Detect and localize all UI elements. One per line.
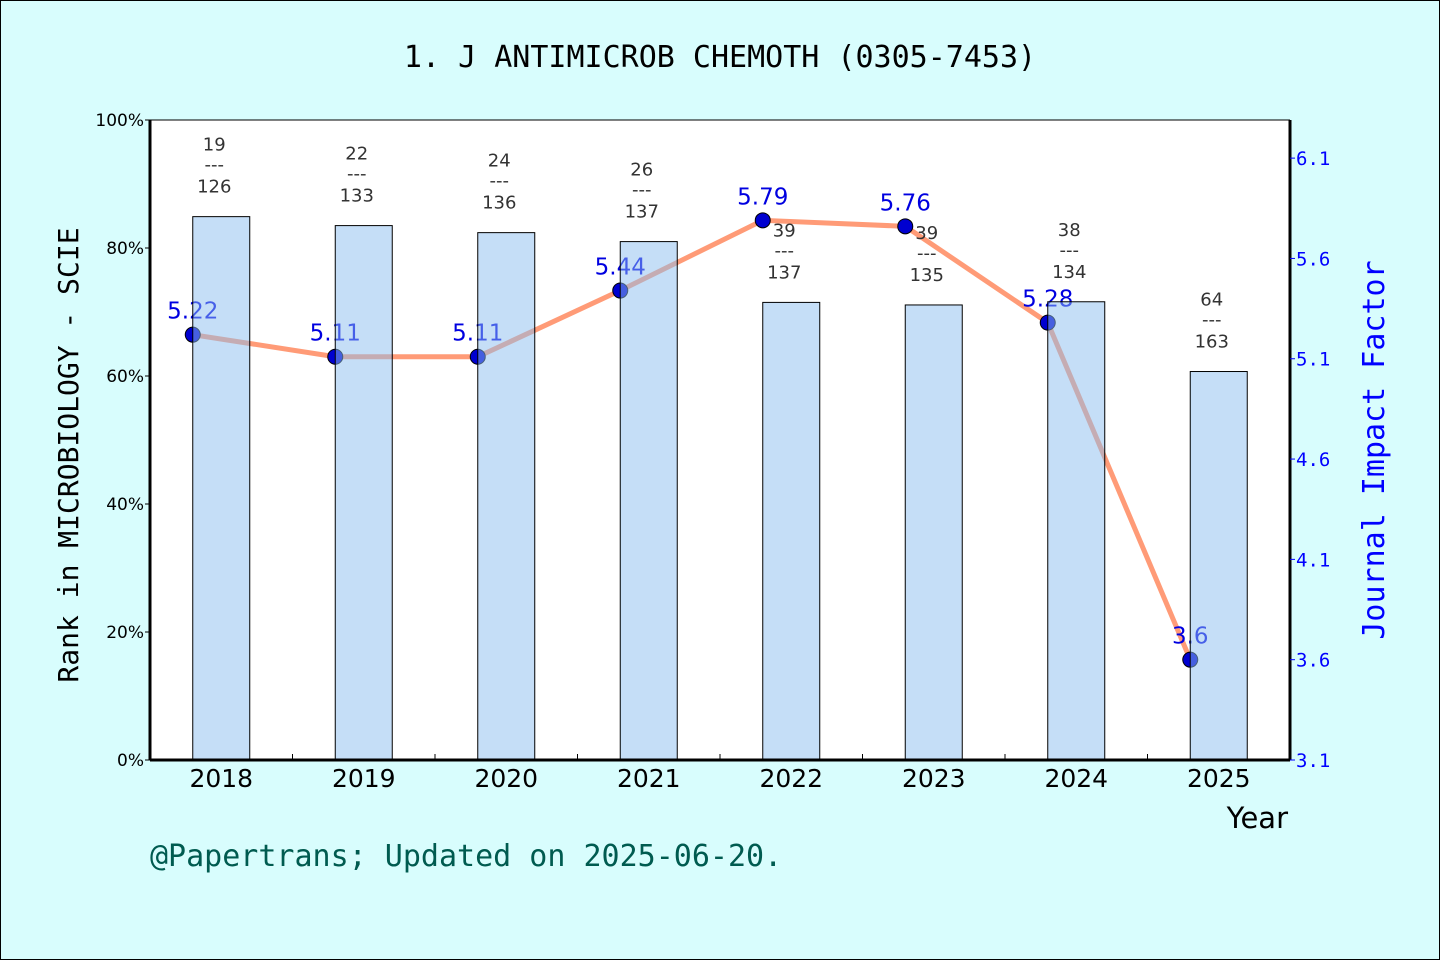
total-label: 126 — [197, 177, 231, 198]
right-tick-label: 4.1 — [1296, 549, 1330, 571]
bar-2018 — [192, 216, 251, 761]
left-axis-label: Rank in MICROBIOLOGY - SCIE — [52, 227, 85, 682]
left-tick-label: 60% — [106, 367, 144, 387]
rank-label: 39 — [915, 223, 938, 244]
chart-title: 1. J ANTIMICROB CHEMOTH (0305-7453) — [404, 40, 1036, 75]
rank-separator: --- — [1060, 240, 1080, 261]
if-label: 5.79 — [737, 184, 788, 210]
right-tick-label: 6.1 — [1296, 148, 1330, 170]
left-tick-label: 20% — [106, 623, 144, 643]
total-label: 133 — [340, 186, 374, 207]
x-tick-label: 2023 — [902, 764, 966, 793]
total-label: 163 — [1195, 332, 1229, 353]
total-label: 137 — [625, 202, 659, 223]
plot-area — [150, 120, 1290, 760]
rank-separator: --- — [490, 171, 510, 192]
right-tick-label: 3.6 — [1296, 650, 1330, 672]
total-label: 137 — [767, 262, 801, 283]
if-marker — [897, 218, 914, 235]
x-tick-label: 2018 — [189, 764, 253, 793]
bar-2022 — [762, 301, 821, 761]
if-marker — [754, 212, 771, 229]
rank-separator: --- — [205, 155, 225, 176]
right-axis-label: Journal Impact Factor — [1357, 260, 1392, 639]
rank-separator: --- — [775, 240, 795, 261]
bar-2021 — [619, 241, 678, 761]
rank-label: 26 — [630, 160, 653, 181]
x-tick-label: 2025 — [1187, 764, 1251, 793]
bar-2023 — [904, 304, 963, 761]
rank-label: 38 — [1058, 220, 1081, 241]
total-label: 135 — [910, 265, 944, 286]
x-tick-label: 2022 — [759, 764, 823, 793]
x-tick-label: 2024 — [1044, 764, 1108, 793]
x-axis-label: Year — [1226, 801, 1288, 835]
rank-label: 64 — [1200, 290, 1223, 311]
total-label: 134 — [1052, 262, 1086, 283]
left-tick-label: 40% — [106, 495, 144, 515]
rank-label: 19 — [203, 135, 226, 156]
rank-label: 24 — [488, 151, 511, 172]
right-tick-label: 5.1 — [1296, 349, 1330, 371]
x-tick-label: 2019 — [332, 764, 396, 793]
rank-label: 22 — [345, 144, 368, 165]
total-label: 136 — [482, 193, 516, 214]
left-tick-label: 80% — [106, 239, 144, 259]
bar-2025 — [1189, 371, 1248, 761]
rank-separator: --- — [347, 164, 367, 185]
bar-2019 — [334, 225, 393, 761]
footer-credit: @Papertrans; Updated on 2025-06-20. — [150, 839, 782, 874]
x-tick-label: 2020 — [474, 764, 538, 793]
bar-2020 — [477, 232, 536, 761]
bar-2024 — [1047, 301, 1106, 761]
right-tick-label: 5.6 — [1296, 248, 1330, 270]
x-tick-label: 2021 — [617, 764, 681, 793]
right-tick-label: 3.1 — [1296, 750, 1330, 772]
rank-separator: --- — [1202, 310, 1222, 331]
left-tick-label: 100% — [95, 111, 144, 131]
right-tick-label: 4.6 — [1296, 449, 1330, 471]
rank-label: 39 — [773, 220, 796, 241]
rank-separator: --- — [917, 243, 937, 264]
left-tick-label: 0% — [117, 751, 144, 771]
rank-separator: --- — [632, 180, 652, 201]
if-label: 5.76 — [880, 190, 931, 216]
